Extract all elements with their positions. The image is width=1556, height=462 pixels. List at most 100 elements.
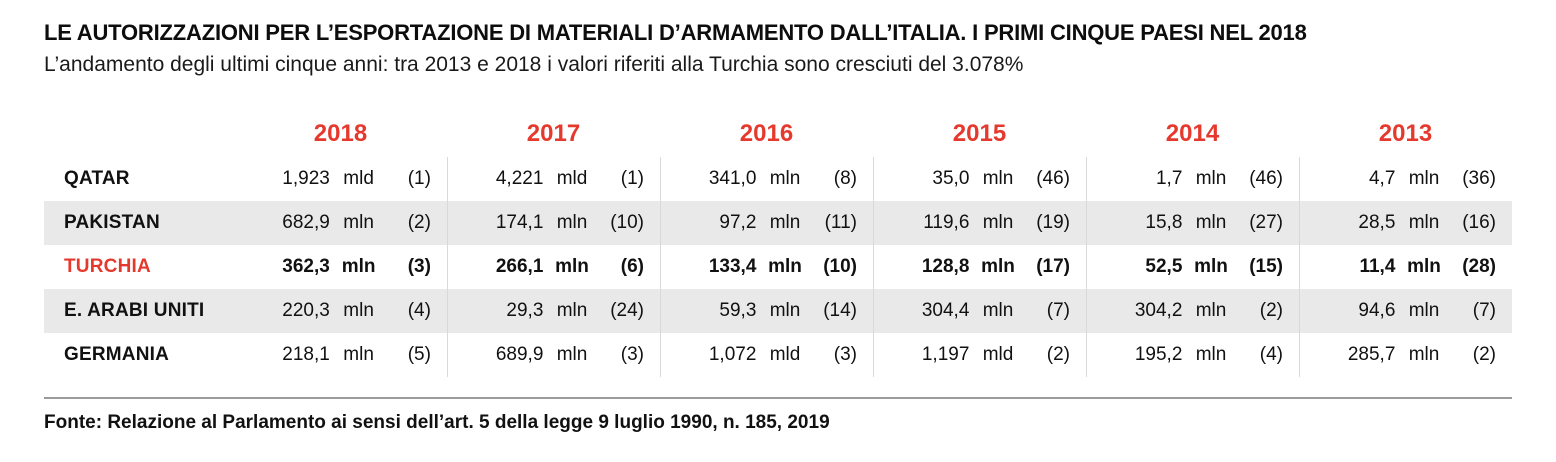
year-value-group: 133,4 mln (10) bbox=[660, 245, 873, 289]
rank-value: (24) bbox=[610, 300, 644, 321]
value-unit: mln bbox=[768, 256, 802, 277]
value-unit: mln bbox=[1195, 168, 1227, 189]
export-value: 689,9 bbox=[495, 344, 544, 365]
value-unit: mld bbox=[769, 344, 801, 365]
export-value: 4,7 bbox=[1368, 168, 1396, 189]
year-value-group: 94,6 mln (7) bbox=[1299, 289, 1512, 333]
rank-value: (2) bbox=[1472, 344, 1496, 365]
value-unit: mln bbox=[1408, 212, 1440, 233]
export-value: 1,923 bbox=[282, 168, 330, 189]
year-value-group: 29,3 mln (24) bbox=[447, 289, 660, 333]
export-value: 266,1 bbox=[495, 256, 544, 277]
rank-value: (8) bbox=[833, 168, 857, 189]
rank-value: (15) bbox=[1249, 256, 1283, 277]
export-value: 1,7 bbox=[1155, 168, 1183, 189]
country-label: GERMANIA bbox=[64, 344, 170, 365]
rank-value: (10) bbox=[823, 256, 857, 277]
table-row: TURCHIA 362,3 mln (3) 266,1 mln (6) 133,4 mln (10… bbox=[44, 245, 1512, 289]
year-value-group: 195,2 mln (4) bbox=[1086, 333, 1299, 377]
value-unit: mln bbox=[556, 212, 588, 233]
export-value: 4,221 bbox=[495, 168, 544, 189]
export-value: 174,1 bbox=[495, 212, 544, 233]
rank-value: (46) bbox=[1036, 168, 1070, 189]
export-table: 2018 2017 2016 2015 2014 2013 QATAR 1,923 mld (1… bbox=[44, 111, 1512, 377]
rank-value: (7) bbox=[1472, 300, 1496, 321]
year-header-row: 2018 2017 2016 2015 2014 2013 bbox=[44, 111, 1512, 157]
year-value-group: 1,7 mln (46) bbox=[1086, 157, 1299, 201]
export-value: 35,0 bbox=[932, 168, 970, 189]
export-value: 52,5 bbox=[1145, 256, 1183, 277]
country-label: PAKISTAN bbox=[64, 212, 160, 233]
year-value-group: 15,8 mln (27) bbox=[1086, 201, 1299, 245]
table-row: GERMANIA 218,1 mln (5) 689,9 mln (3) 1,072 mld (3… bbox=[44, 333, 1512, 377]
value-unit: mld bbox=[343, 168, 374, 189]
source-note: Fonte: Relazione al Parlamento ai sensi … bbox=[44, 397, 1512, 434]
value-unit: mld bbox=[556, 168, 588, 189]
export-value: 341,0 bbox=[708, 168, 757, 189]
value-unit: mln bbox=[1408, 168, 1440, 189]
rank-value: (10) bbox=[610, 212, 644, 233]
export-value: 218,1 bbox=[282, 344, 330, 365]
rank-value: (28) bbox=[1462, 256, 1496, 277]
table-row: QATAR 1,923 mld (1) 4,221 mld (1) 341,0 mln (8) 35… bbox=[44, 157, 1512, 201]
year-header: 2013 bbox=[1378, 120, 1433, 147]
export-value: 1,197 bbox=[921, 344, 970, 365]
value-unit: mld bbox=[982, 344, 1014, 365]
year-value-group: 11,4 mln (28) bbox=[1299, 245, 1512, 289]
year-value-group: 119,6 mln (19) bbox=[873, 201, 1086, 245]
year-header: 2016 bbox=[739, 120, 794, 147]
rank-value: (16) bbox=[1462, 212, 1496, 233]
table-body: QATAR 1,923 mld (1) 4,221 mld (1) 341,0 mln (8) 35… bbox=[44, 157, 1512, 377]
country-label: E. ARABI UNITI bbox=[64, 300, 205, 321]
page-subtitle: L’andamento degli ultimi cinque anni: tr… bbox=[44, 53, 1024, 76]
year-value-group: 285,7 mln (2) bbox=[1299, 333, 1512, 377]
value-unit: mln bbox=[982, 168, 1014, 189]
value-unit: mln bbox=[981, 256, 1015, 277]
export-value: 304,2 bbox=[1134, 300, 1183, 321]
year-value-group: 341,0 mln (8) bbox=[660, 157, 873, 201]
year-value-group: 174,1 mln (10) bbox=[447, 201, 660, 245]
year-value-group: 4,221 mld (1) bbox=[447, 157, 660, 201]
year-value-group: 1,923 mld (1) bbox=[234, 157, 447, 201]
rank-value: (2) bbox=[407, 212, 431, 233]
value-unit: mln bbox=[1408, 344, 1440, 365]
year-value-group: 97,2 mln (11) bbox=[660, 201, 873, 245]
export-value: 220,3 bbox=[282, 300, 330, 321]
rank-value: (6) bbox=[620, 256, 644, 277]
year-header: 2015 bbox=[952, 120, 1007, 147]
rank-value: (2) bbox=[1259, 300, 1283, 321]
rank-value: (2) bbox=[1046, 344, 1070, 365]
export-value: 128,8 bbox=[921, 256, 970, 277]
value-unit: mln bbox=[343, 300, 374, 321]
rank-value: (14) bbox=[823, 300, 857, 321]
rank-value: (46) bbox=[1249, 168, 1283, 189]
year-value-group: 52,5 mln (15) bbox=[1086, 245, 1299, 289]
export-value: 97,2 bbox=[719, 212, 757, 233]
export-value: 29,3 bbox=[506, 300, 544, 321]
rank-value: (3) bbox=[620, 344, 644, 365]
value-unit: mln bbox=[1195, 300, 1227, 321]
year-value-group: 362,3 mln (3) bbox=[234, 245, 447, 289]
value-unit: mln bbox=[1195, 212, 1227, 233]
rank-value: (4) bbox=[407, 300, 431, 321]
year-header: 2018 bbox=[313, 120, 368, 147]
year-value-group: 218,1 mln (5) bbox=[234, 333, 447, 377]
year-value-group: 304,2 mln (2) bbox=[1086, 289, 1299, 333]
value-unit: mln bbox=[341, 256, 376, 277]
rank-value: (1) bbox=[407, 168, 431, 189]
value-unit: mln bbox=[1407, 256, 1441, 277]
export-value: 133,4 bbox=[708, 256, 757, 277]
year-value-group: 1,072 mld (3) bbox=[660, 333, 873, 377]
export-value: 59,3 bbox=[719, 300, 757, 321]
rank-value: (1) bbox=[620, 168, 644, 189]
rank-value: (17) bbox=[1036, 256, 1070, 277]
page-title: LE AUTORIZZAZIONI PER L’ESPORTAZIONE DI … bbox=[44, 20, 1307, 45]
export-value: 362,3 bbox=[282, 256, 330, 277]
rank-value: (3) bbox=[407, 256, 431, 277]
value-unit: mln bbox=[982, 212, 1014, 233]
year-value-group: 682,9 mln (2) bbox=[234, 201, 447, 245]
value-unit: mln bbox=[1194, 256, 1228, 277]
year-value-group: 28,5 mln (16) bbox=[1299, 201, 1512, 245]
value-unit: mln bbox=[556, 344, 588, 365]
year-header: 2017 bbox=[526, 120, 581, 147]
